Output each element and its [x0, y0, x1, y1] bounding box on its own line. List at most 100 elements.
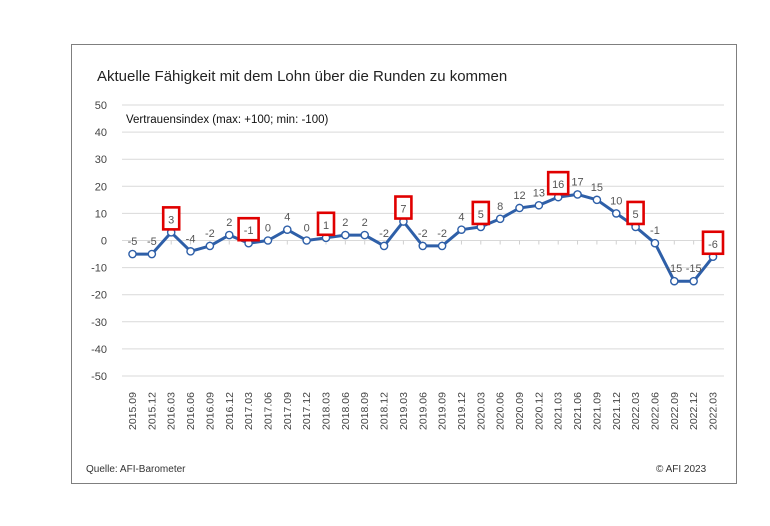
series: [128, 190, 718, 286]
copyright-note: © AFI 2023: [656, 464, 707, 475]
y-axis: 50 40 30 20 10 0 -10 -20 -30 -40 -50: [91, 100, 107, 383]
highlight-box: [626, 200, 645, 226]
data-point: [205, 241, 215, 251]
highlight-box: [471, 200, 491, 226]
data-point: [282, 225, 292, 234]
x-tick-label: 2018.09: [359, 392, 371, 430]
x-tick-label: 2016.12: [224, 392, 236, 430]
data-label: -2: [418, 228, 428, 240]
x-tick-label: 2022.03: [708, 392, 720, 430]
line-chart: Aktuelle Fähigkeit mit dem Lohn über die…: [86, 68, 725, 475]
x-tick-label: 2016.06: [185, 392, 197, 430]
data-point: [689, 276, 698, 286]
data-label: -2: [379, 228, 389, 240]
data-point: [534, 200, 544, 210]
data-label: -5: [128, 236, 138, 248]
highlighted-data-label: 1: [323, 220, 329, 232]
x-tick-label: 2020.09: [514, 392, 526, 430]
data-label: -15: [666, 263, 682, 275]
highlighted-data-label: 5: [478, 209, 484, 221]
data-label: -5: [147, 236, 157, 248]
x-tick-label: 2019.12: [456, 392, 468, 430]
data-label: 4: [284, 212, 290, 224]
x-tick-label: 2020.06: [495, 392, 507, 430]
x-tick-label: 2021.12: [611, 392, 623, 430]
x-tick-label: 2022.12: [688, 392, 700, 430]
data-label: 4: [458, 212, 464, 224]
highlight-box: [316, 211, 336, 237]
data-label: -15: [686, 263, 702, 275]
source-note: Quelle: AFI-Barometer: [86, 464, 186, 475]
chart-title: Aktuelle Fähigkeit mit dem Lohn über die…: [97, 68, 507, 85]
x-tick-label: 2018.03: [321, 392, 333, 430]
x-tick-label: 2022.03: [630, 392, 642, 430]
x-tick-label: 2021.03: [553, 392, 565, 430]
data-label: 8: [497, 201, 503, 213]
highlighted-data-label: 7: [400, 204, 406, 216]
highlighted-data-label: 3: [168, 214, 174, 226]
x-tick-label: 2015.12: [146, 392, 158, 430]
data-point: [611, 209, 621, 218]
y-tick-label: 0: [101, 236, 107, 248]
y-tick-label: -10: [91, 263, 107, 275]
x-tick-label: 2017.12: [301, 392, 313, 430]
grid: [122, 104, 724, 377]
highlighted-data-label: 16: [552, 179, 564, 191]
data-point: [379, 241, 389, 251]
data-point: [224, 230, 234, 240]
x-tick-label: 2017.03: [243, 392, 255, 430]
highlighted-data-label: -1: [244, 225, 254, 237]
data-point: [360, 230, 370, 240]
x-tick-label: 2017.06: [262, 392, 274, 430]
x-tick-label: 2018.12: [379, 392, 391, 430]
data-label: 0: [265, 223, 271, 235]
data-label: 12: [513, 190, 525, 202]
y-tick-label: -30: [91, 317, 107, 329]
data-point: [128, 249, 137, 259]
x-axis: 2015.09 2015.12 2016.03 2016.06 2016.09 2016.…: [127, 392, 720, 430]
x-tick-label: 2019.03: [398, 392, 410, 430]
data-label: 2: [226, 217, 232, 229]
x-tick-label: 2021.09: [591, 392, 603, 430]
data-label: 2: [342, 217, 348, 229]
x-tick-label: 2022.09: [669, 392, 681, 430]
data-label: 13: [533, 187, 545, 199]
data-point: [437, 241, 447, 251]
y-tick-label: 20: [95, 181, 107, 193]
x-tick-label: 2016.09: [204, 392, 216, 430]
y-tick-label: -40: [91, 344, 107, 356]
data-point: [592, 195, 602, 205]
highlighted-data-label: -6: [708, 239, 718, 251]
highlight-box: [161, 206, 181, 231]
x-tick-label: 2017.09: [282, 392, 294, 430]
data-point: [263, 236, 273, 245]
data-point: [302, 236, 311, 245]
x-tick-label: 2019.09: [437, 392, 449, 430]
data-point: [186, 247, 195, 256]
y-tick-label: -20: [91, 290, 107, 302]
x-tick-label: 2022.06: [649, 392, 661, 430]
x-tick-label: 2021.06: [572, 392, 584, 430]
highlight-box: [546, 170, 570, 196]
data-label: -2: [205, 228, 215, 240]
data-label: 17: [571, 176, 583, 188]
highlighted-data-label: 5: [633, 209, 639, 221]
data-point: [515, 203, 524, 213]
chart-subtitle: Vertrauensindex (max: +100; min: -100): [126, 114, 328, 126]
x-tick-label: 2016.03: [166, 392, 178, 430]
data-label: 0: [304, 223, 310, 235]
chart-frame: Aktuelle Fähigkeit mit dem Lohn über die…: [71, 44, 737, 484]
x-tick-label: 2020.12: [533, 392, 545, 430]
highlight-box: [701, 230, 725, 256]
data-point: [341, 230, 350, 240]
data-label: 15: [591, 182, 603, 194]
x-tick-label: 2019.06: [417, 392, 429, 430]
data-label: -2: [437, 228, 447, 240]
x-tick-label: 2020.03: [475, 392, 487, 430]
y-tick-label: 40: [95, 127, 107, 139]
data-label: 10: [610, 195, 622, 207]
data-label: -4: [186, 233, 196, 245]
data-point: [670, 276, 679, 286]
highlight-box: [237, 216, 260, 242]
